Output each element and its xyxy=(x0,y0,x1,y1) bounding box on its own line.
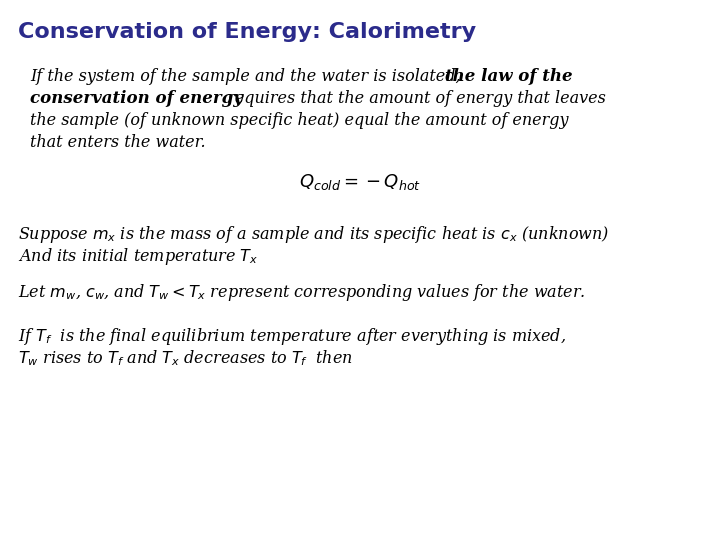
Text: the sample (of unknown specific heat) equal the amount of energy: the sample (of unknown specific heat) eq… xyxy=(30,112,569,129)
Text: $Q_{cold} = -Q_{hot}$: $Q_{cold} = -Q_{hot}$ xyxy=(299,172,421,192)
Text: If $T_f$  is the final equilibrium temperature after everything is mixed,: If $T_f$ is the final equilibrium temper… xyxy=(18,326,566,347)
Text: the law of the: the law of the xyxy=(445,68,572,85)
Text: Let $m_w$, $c_w$, and $T_w < T_x$ represent corresponding values for the water.: Let $m_w$, $c_w$, and $T_w < T_x$ repres… xyxy=(18,282,585,303)
Text: requires that the amount of energy that leaves: requires that the amount of energy that … xyxy=(222,90,606,107)
Text: that enters the water.: that enters the water. xyxy=(30,134,206,151)
Text: And its initial temperature $T_x$: And its initial temperature $T_x$ xyxy=(18,246,258,267)
Text: Conservation of Energy: Calorimetry: Conservation of Energy: Calorimetry xyxy=(18,22,476,42)
Text: $T_w$ rises to $T_f$ and $T_x$ decreases to $T_f$  then: $T_w$ rises to $T_f$ and $T_x$ decreases… xyxy=(18,348,353,368)
Text: Suppose $m_x$ is the mass of a sample and its specific heat is $c_x$ (unknown): Suppose $m_x$ is the mass of a sample an… xyxy=(18,224,609,245)
Text: conservation of energy: conservation of energy xyxy=(30,90,243,107)
Text: If the system of the sample and the water is isolated,: If the system of the sample and the wate… xyxy=(30,68,466,85)
